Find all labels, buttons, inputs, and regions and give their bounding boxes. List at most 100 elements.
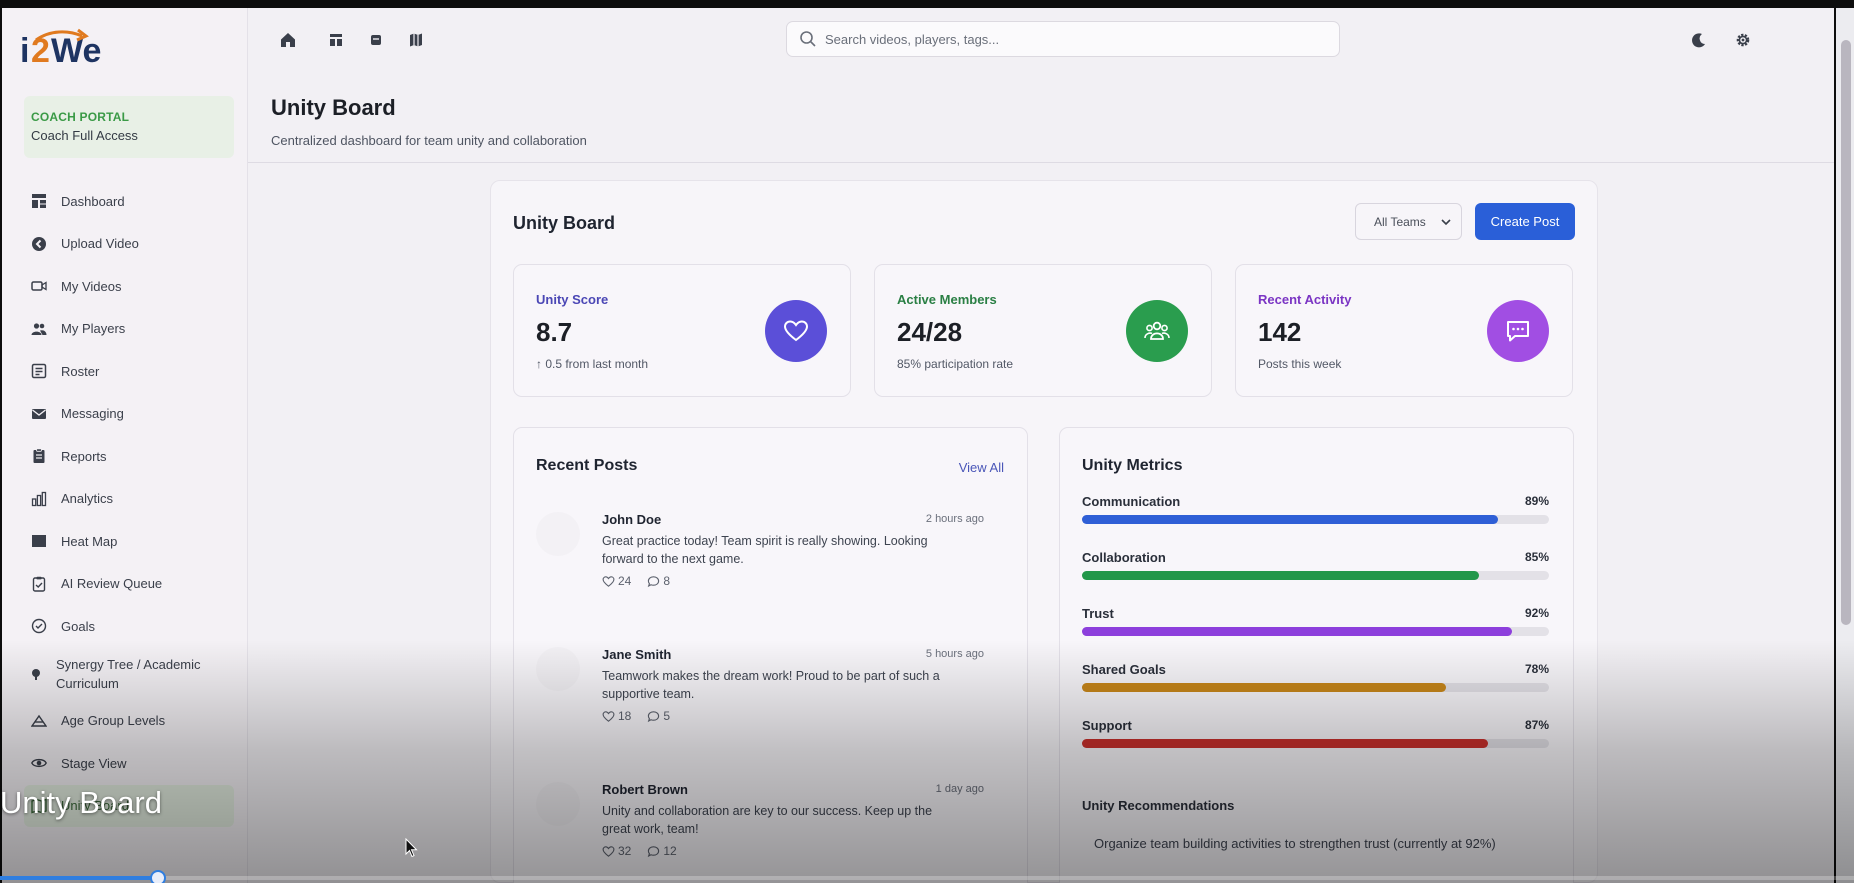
heart-icon[interactable] <box>602 845 615 858</box>
metric-row: Communication 89% <box>1082 494 1549 534</box>
post-author: John Doe <box>602 512 662 527</box>
stat-card-recent-activity: Recent Activity 142 Posts this week <box>1235 264 1573 397</box>
sidebar-item-label: My Players <box>61 321 126 337</box>
dashboard-icon <box>32 194 46 209</box>
video-caption: Unity Board <box>0 785 162 820</box>
create-post-button[interactable]: Create Post <box>1475 203 1575 240</box>
post-author: Robert Brown <box>602 782 688 797</box>
sidebar-item-analytics[interactable]: Analytics <box>24 478 234 521</box>
sidebar-item-roster[interactable]: Roster <box>24 350 234 393</box>
archive-icon[interactable] <box>366 30 386 50</box>
stat-icon-badge <box>1487 300 1549 362</box>
eye-icon <box>31 759 47 768</box>
sidebar-item-goals[interactable]: Goals <box>24 605 234 648</box>
sidebar-item-label: Goals <box>61 618 95 634</box>
sidebar-item-ai-review-queue[interactable]: AI Review Queue <box>24 563 234 606</box>
stat-card-active-members: Active Members 24/28 85% participation r… <box>874 264 1212 397</box>
stat-note: Posts this week <box>1258 357 1342 371</box>
metric-fill <box>1082 571 1479 580</box>
avatar <box>536 647 580 691</box>
mouse-cursor-icon <box>405 838 418 858</box>
sidebar-item-my-videos[interactable]: My Videos <box>24 265 234 308</box>
metric-name: Communication <box>1082 494 1181 509</box>
metric-track <box>1082 683 1549 692</box>
group-icon <box>1144 321 1170 340</box>
search-placeholder: Search videos, players, tags... <box>825 31 1000 47</box>
sidebar: i 2 We COACH PORTAL Coach Full Access Da… <box>2 8 248 883</box>
target-icon <box>31 619 47 634</box>
metric-track <box>1082 515 1549 524</box>
post-text: Great practice today! Team spirit is rea… <box>602 534 928 566</box>
sidebar-item-upload-video[interactable]: Upload Video <box>24 223 234 266</box>
stat-icon-badge <box>1126 300 1188 362</box>
post-item[interactable]: John Doe 2 hours ago Great practice toda… <box>514 512 1024 612</box>
view-all-link[interactable]: View All <box>958 460 1004 475</box>
post-item[interactable]: Jane Smith 5 hours ago Teamwork makes th… <box>514 647 1024 747</box>
tree-icon <box>32 668 40 680</box>
recommendations-title: Unity Recommendations <box>1082 798 1235 813</box>
sidebar-nav: Dashboard Upload Video My Videos My Play… <box>24 180 234 827</box>
top-bar: Search videos, players, tags... <box>248 8 1834 71</box>
layout-icon[interactable] <box>326 30 346 50</box>
sidebar-item-my-players[interactable]: My Players <box>24 308 234 351</box>
comment-icon[interactable] <box>647 845 660 858</box>
sidebar-item-messaging[interactable]: Messaging <box>24 393 234 436</box>
board-title: Unity Board <box>513 213 616 233</box>
sidebar-item-label: Unity Board <box>61 798 129 814</box>
comment-icon[interactable] <box>647 575 660 588</box>
home-icon[interactable] <box>278 30 298 50</box>
metric-percent: 92% <box>1524 606 1549 620</box>
video-progress-bar[interactable] <box>0 870 1854 883</box>
sidebar-item-label: My Videos <box>61 278 122 294</box>
metric-name: Trust <box>1082 606 1114 621</box>
sidebar-item-label: Stage View <box>61 755 127 771</box>
sidebar-item-label: Upload Video <box>61 236 139 252</box>
gear-icon[interactable] <box>1733 30 1753 50</box>
map-icon <box>31 798 47 814</box>
search-bar[interactable]: Search videos, players, tags... <box>786 21 1340 57</box>
roster-icon <box>31 364 47 379</box>
sidebar-item-heat-map[interactable]: Heat Map <box>24 520 234 563</box>
svg-text:i: i <box>20 32 29 70</box>
sidebar-item-age-group-levels[interactable]: Age Group Levels <box>24 700 234 743</box>
sidebar-item-unity-board[interactable]: Unity Board <box>24 784 234 827</box>
video-icon <box>31 281 47 291</box>
metric-row: Trust 92% <box>1082 606 1549 646</box>
upload-icon <box>32 236 46 251</box>
metric-fill <box>1082 683 1447 692</box>
post-item[interactable]: Robert Brown 1 day ago Unity and collabo… <box>514 782 1024 882</box>
sidebar-item-synergy-tree[interactable]: Synergy Tree / Academic Curriculum <box>24 648 234 700</box>
metric-track <box>1082 571 1549 580</box>
map-icon[interactable] <box>406 30 426 50</box>
stat-icon-badge <box>765 300 827 362</box>
post-stats: 18 5 <box>602 709 670 723</box>
i2we-logo[interactable]: i 2 We <box>20 24 120 72</box>
moon-icon[interactable] <box>1689 30 1709 50</box>
metric-row: Shared Goals 78% <box>1082 662 1549 702</box>
sidebar-item-label: Age Group Levels <box>61 713 166 729</box>
heart-icon[interactable] <box>602 710 615 723</box>
sidebar-item-label: Synergy Tree / Academic Curriculum <box>56 656 201 691</box>
team-filter-select[interactable]: All Teams <box>1355 203 1462 240</box>
video-top-bar <box>0 0 1854 8</box>
comment-icon[interactable] <box>647 710 660 723</box>
metric-name: Collaboration <box>1082 550 1166 565</box>
mail-icon <box>32 408 46 419</box>
video-progress-handle[interactable] <box>149 870 166 883</box>
like-count: 24 <box>618 574 632 588</box>
post-stats: 24 8 <box>602 574 670 588</box>
sidebar-item-stage-view[interactable]: Stage View <box>24 742 234 785</box>
chevron-down-icon <box>1441 219 1451 226</box>
sidebar-item-reports[interactable]: Reports <box>24 435 234 478</box>
like-count: 32 <box>618 844 632 858</box>
sidebar-item-dashboard[interactable]: Dashboard <box>24 180 234 223</box>
bar-chart-icon <box>31 491 47 506</box>
sidebar-item-label: AI Review Queue <box>61 576 163 592</box>
sidebar-item-label: Dashboard <box>61 193 125 209</box>
scrollbar-thumb[interactable] <box>1841 40 1851 625</box>
unity-metrics-title: Unity Metrics <box>1082 457 1183 474</box>
portal-access: Coach Full Access <box>31 128 138 143</box>
heart-icon <box>783 320 809 342</box>
players-icon <box>31 323 47 335</box>
heart-icon[interactable] <box>602 575 615 588</box>
